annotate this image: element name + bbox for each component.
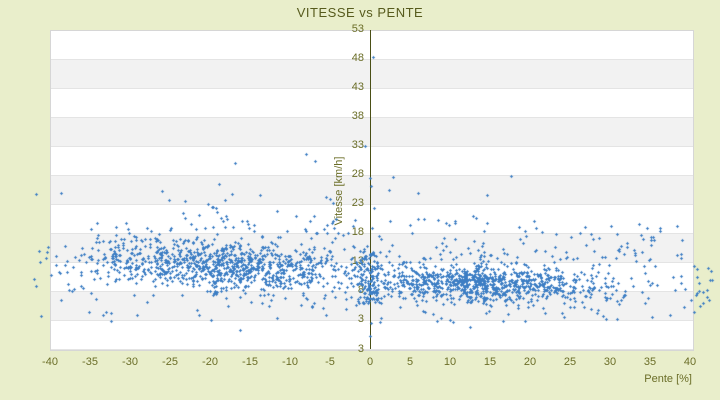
x-tick-label: -20 xyxy=(202,356,218,368)
x-tick-label: 10 xyxy=(443,356,457,368)
x-tick-label: 35 xyxy=(643,356,657,368)
plot-area xyxy=(50,30,694,351)
y-tick-label: 13 xyxy=(351,255,364,267)
x-tick-label: -10 xyxy=(282,356,298,368)
x-axis-label: Pente [%] xyxy=(644,373,692,385)
x-tick-label: 40 xyxy=(683,356,697,368)
chart-title: VITESSE vs PENTE xyxy=(296,5,424,20)
y-tick-label: 38 xyxy=(351,110,364,122)
x-tick-label: -35 xyxy=(82,356,98,368)
y-axis-end-label: 3 xyxy=(357,343,364,356)
x-tick-label: -25 xyxy=(162,356,178,368)
x-tick-label: -5 xyxy=(325,356,335,368)
y-axis-label: Vitesse [km/h] xyxy=(333,156,345,226)
y-tick-label: 3 xyxy=(357,313,364,325)
y-tick-label: 8 xyxy=(357,284,364,296)
x-tick-label: 0 xyxy=(366,356,374,368)
x-tick-label: 25 xyxy=(563,356,577,368)
x-tick-label: 30 xyxy=(603,356,617,368)
x-tick-label: -40 xyxy=(42,356,58,368)
x-tick-label: 15 xyxy=(483,356,497,368)
y-tick-label: 53 xyxy=(351,23,364,35)
y-tick-label: 43 xyxy=(351,81,364,93)
y-tick-label: 48 xyxy=(351,52,364,64)
x-tick-label: -30 xyxy=(122,356,138,368)
x-tick-label: 20 xyxy=(523,356,537,368)
x-tick-label: 5 xyxy=(406,356,414,368)
x-tick-label: -15 xyxy=(242,356,258,368)
y-axis-line xyxy=(370,30,371,349)
